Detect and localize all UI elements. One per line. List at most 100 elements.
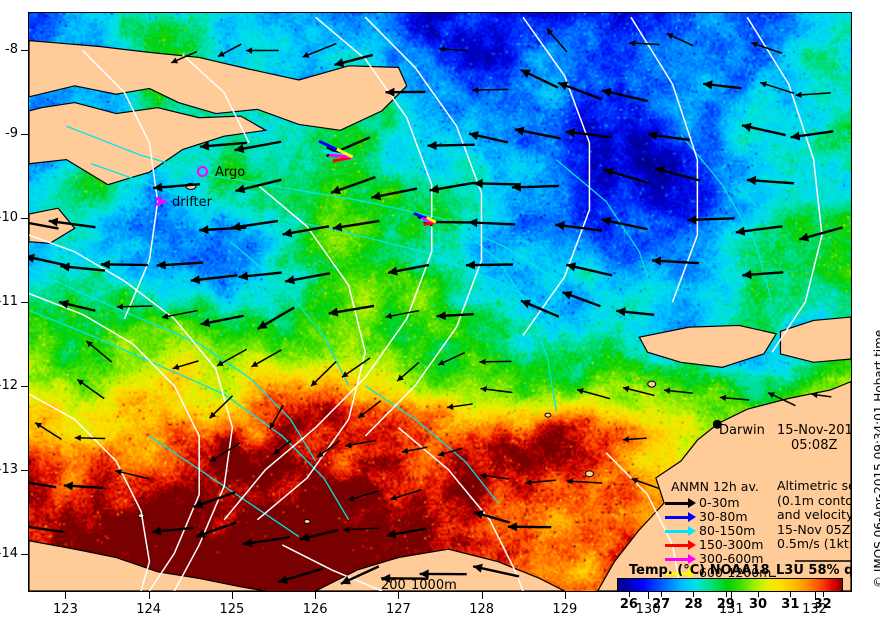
anmn-current-legend: ANMN 12h av. 0-30m 30-80m 80-150m 150-30…	[665, 479, 771, 580]
scene-time: 05:08Z	[791, 438, 838, 453]
velocity-arrow-shaft	[302, 42, 337, 58]
velocity-arrow-head	[603, 167, 614, 177]
sealevel-contour-7	[746, 16, 823, 353]
x-tick-label: 127	[385, 602, 411, 617]
x-tick	[148, 592, 150, 599]
altimetry-note-line-1: (0.1m contours)	[777, 492, 851, 508]
velocity-arrow-head	[741, 122, 752, 132]
velocity-arrow-head	[161, 313, 169, 320]
velocity-arrow-head	[473, 510, 484, 519]
velocity-arrow-head	[480, 472, 487, 479]
y-tick	[21, 49, 28, 51]
velocity-scale-arrow-icon	[795, 559, 851, 562]
scene-date: 15-Nov-2011	[777, 423, 852, 438]
velocity-arrow-head	[278, 575, 288, 584]
bathymetry-contour-2	[66, 125, 565, 286]
mooring-current-sticks	[318, 139, 437, 226]
bathymetry-contour-5	[555, 159, 657, 303]
velocity-arrow-head	[666, 33, 674, 40]
colorbar-tick	[693, 592, 695, 597]
x-tick-label: 124	[136, 602, 162, 617]
velocity-arrow-shaft	[29, 525, 64, 534]
x-tick	[231, 592, 233, 599]
velocity-arrow-head	[171, 57, 179, 64]
velocity-arrow-head	[63, 481, 73, 491]
y-tick-label: -12	[0, 378, 18, 394]
velocity-arrow-head	[151, 526, 162, 536]
velocity-arrow-head	[401, 447, 409, 454]
colorbar-tick	[725, 592, 727, 597]
colorbar-tick	[822, 592, 824, 597]
velocity-arrow-head	[438, 359, 445, 366]
velocity-arrow-head	[566, 478, 573, 485]
velocity-arrow-head	[100, 259, 110, 270]
velocity-arrow-head	[555, 221, 565, 231]
velocity-arrow-head	[195, 529, 206, 539]
velocity-arrow-head	[687, 215, 697, 225]
velocity-arrow-head	[59, 299, 70, 309]
velocity-arrow-shaft	[29, 481, 57, 489]
y-tick	[21, 302, 28, 303]
landmass-polygon	[29, 40, 408, 131]
velocity-arrow-head	[328, 307, 339, 317]
velocity-arrow-head	[447, 403, 454, 410]
islet-polygon	[303, 518, 311, 524]
sealevel-contour-12	[281, 544, 383, 591]
sealevel-contour-10	[29, 393, 151, 591]
velocity-arrow-head	[629, 40, 636, 47]
sealevel-contour-4	[364, 16, 483, 437]
altimetry-note-line-3: 15-Nov 05Z	[777, 521, 851, 537]
velocity-arrow-shaft	[29, 221, 59, 230]
velocity-arrow-head	[172, 363, 180, 370]
velocity-arrow-head	[385, 87, 395, 97]
bathymetry-contour-6	[364, 385, 499, 504]
bathymetry-contour-3	[91, 163, 565, 320]
x-tick	[398, 592, 400, 599]
velocity-arrows	[29, 28, 843, 585]
colorbar-tick-label: 32	[813, 597, 832, 612]
argo-float-marker[interactable]	[197, 166, 208, 177]
velocity-arrow-head	[751, 41, 758, 48]
velocity-arrow-head	[35, 422, 42, 429]
temperature-colorbar	[617, 578, 843, 591]
drifter-marker[interactable]	[152, 193, 174, 211]
velocity-arrow-head	[153, 182, 163, 192]
velocity-arrow-head	[768, 392, 775, 399]
mooring-current-stick	[336, 147, 354, 159]
anmn-legend-item-0: 0-30m	[665, 496, 771, 510]
velocity-arrow-head	[427, 140, 437, 151]
velocity-arrow-head	[654, 166, 665, 176]
landmass-polygon	[779, 316, 851, 363]
anmn-legend-item-4: 300-600m	[665, 552, 771, 566]
velocity-arrow-head	[251, 360, 259, 367]
velocity-arrow-head	[601, 216, 612, 226]
landmass-polygon	[29, 540, 266, 591]
colorbar-tick-label: 27	[652, 597, 671, 612]
velocity-arrow-head	[760, 81, 767, 88]
map-vector-overlay	[29, 16, 851, 591]
arrow-icon-80-150m	[665, 526, 696, 536]
altimetry-note-line-4: 0.5m/s (1kt 24h)	[777, 536, 851, 551]
arrow-icon-300-600m	[665, 554, 696, 564]
anmn-legend-label-2: 80-150m	[699, 523, 756, 538]
x-tick-label: 125	[219, 602, 245, 617]
arrow-icon-30-80m	[665, 512, 696, 522]
sealevel-contour-0	[29, 234, 234, 591]
velocity-arrow-head	[386, 529, 397, 539]
velocity-arrow-head	[397, 374, 404, 382]
map-plot-area[interactable]: Argo drifter Darwin 15-Nov-2011 05:08Z 2…	[28, 12, 852, 592]
velocity-arrow-head	[631, 477, 639, 484]
velocity-arrow-head	[647, 130, 658, 141]
velocity-arrow-head	[216, 360, 224, 366]
landmass-polygon	[638, 324, 778, 368]
anmn-legend-item-3: 150-300m	[665, 538, 771, 552]
velocity-arrow-head	[436, 311, 446, 321]
velocity-arrow-head	[209, 455, 217, 462]
x-tick	[564, 592, 566, 599]
velocity-arrow-head	[302, 51, 310, 58]
velocity-arrow-head	[330, 185, 341, 195]
velocity-arrow-head	[231, 222, 241, 232]
bathymetry-contour-0	[29, 267, 317, 462]
sealevel-contour-1	[29, 292, 200, 591]
